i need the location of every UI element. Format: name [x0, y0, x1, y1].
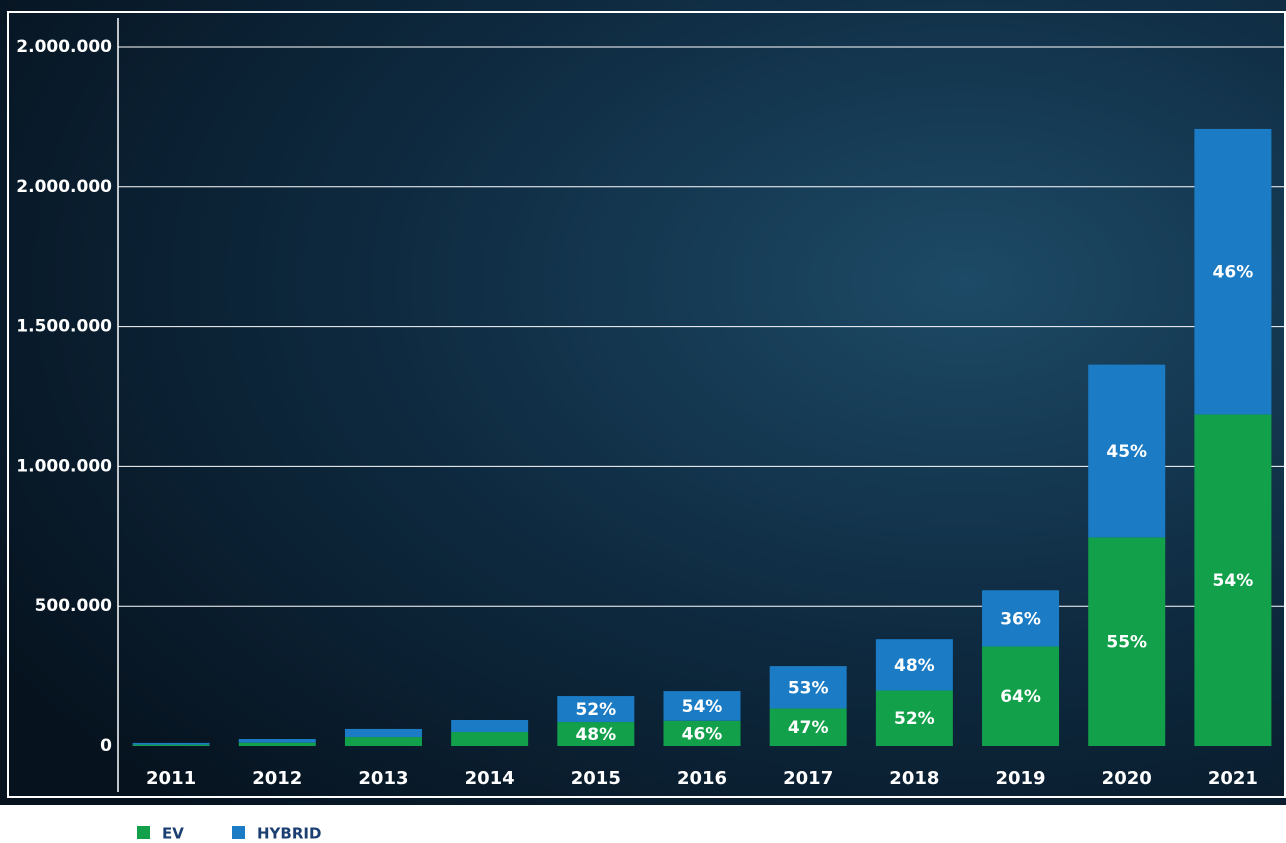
- y-tick-label: 2.000.000: [16, 177, 112, 197]
- bar-segment: [133, 743, 210, 745]
- data-label: 48%: [575, 725, 616, 745]
- data-label: 48%: [894, 656, 935, 676]
- bar-segment: [239, 739, 316, 743]
- x-tick-label: 2015: [571, 768, 621, 789]
- x-tick-label: 2020: [1102, 768, 1152, 789]
- bar-segment: [239, 743, 316, 746]
- y-tick-label: 2.000.000: [16, 37, 112, 57]
- y-tick-label: 1.500.000: [16, 317, 112, 337]
- legend-label: HYBRID: [257, 825, 321, 843]
- bar-segment: [451, 732, 528, 746]
- page: {"chart_data": {"type": "stacked-bar", "…: [0, 0, 1286, 843]
- data-label: 64%: [1000, 687, 1041, 707]
- x-tick-label: 2014: [465, 768, 515, 789]
- data-label: 52%: [894, 709, 935, 729]
- data-label: 45%: [1106, 442, 1147, 462]
- data-label: 53%: [788, 678, 829, 698]
- legend-swatch: [137, 826, 150, 839]
- x-tick-label: 2019: [995, 768, 1045, 789]
- data-label: 36%: [1000, 609, 1041, 629]
- x-tick-label: 2012: [252, 768, 302, 789]
- x-tick-label: 2016: [677, 768, 727, 789]
- y-tick-label: 0: [100, 736, 112, 756]
- x-tick-label: 2018: [889, 768, 939, 789]
- data-label: 47%: [788, 718, 829, 738]
- x-tick-label: 2011: [146, 768, 196, 789]
- data-label: 54%: [682, 697, 723, 717]
- data-label: 46%: [1213, 263, 1254, 283]
- x-tick-label: 2017: [783, 768, 833, 789]
- y-tick-label: 1.000.000: [16, 456, 112, 476]
- bar-segment: [345, 729, 422, 737]
- chart: 0 500.000 1.000.000 1.500.000 2.000.000 2.000…: [0, 0, 1286, 843]
- bar-segment: [345, 737, 422, 746]
- legend-swatch: [232, 826, 245, 839]
- data-label: 54%: [1213, 571, 1254, 591]
- y-tick-label: 500.000: [35, 596, 113, 616]
- data-label: 55%: [1106, 633, 1147, 653]
- data-label: 52%: [575, 700, 616, 720]
- bar-segment: [451, 720, 528, 732]
- legend-label: EV: [162, 825, 184, 843]
- x-tick-label: 2021: [1208, 768, 1258, 789]
- data-label: 46%: [682, 724, 723, 744]
- bar-segment: [133, 745, 210, 746]
- x-tick-label: 2013: [358, 768, 408, 789]
